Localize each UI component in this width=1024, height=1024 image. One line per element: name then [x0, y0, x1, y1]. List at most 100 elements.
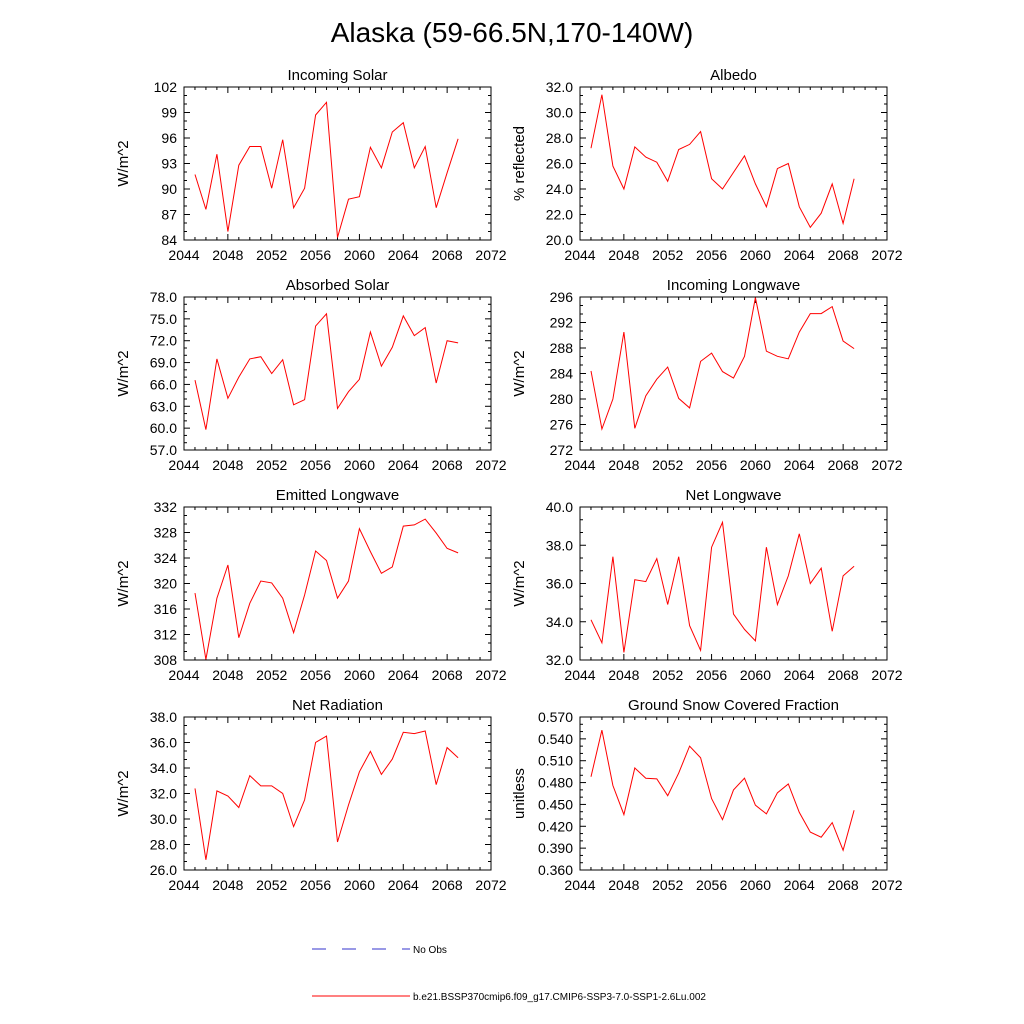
series-line [194, 730, 459, 860]
y-tick-label: 20.0 [546, 232, 573, 248]
y-tick-label: 96 [161, 130, 177, 146]
y-tick-label: 36.0 [150, 735, 177, 751]
y-tick-label: 0.480 [538, 775, 573, 791]
y-tick-label: 0.510 [538, 753, 573, 769]
x-tick-label: 2064 [784, 667, 815, 683]
y-tick-label: 102 [154, 79, 178, 95]
x-tick-label: 2064 [388, 877, 419, 893]
x-tick-label: 2056 [696, 247, 727, 263]
x-tick-label: 2072 [871, 877, 902, 893]
x-tick-label: 2068 [828, 877, 859, 893]
y-tick-label: 328 [154, 525, 178, 541]
y-tick-label: 32.0 [546, 79, 573, 95]
series-line [194, 312, 459, 430]
y-axis-label: unitless [511, 768, 528, 819]
series-line [194, 518, 459, 660]
x-tick-label: 2056 [300, 457, 331, 473]
y-tick-label: 296 [550, 289, 574, 305]
x-tick-label: 2068 [828, 457, 859, 473]
chart-panel-5: Net Longwave W/m^2 2044 2048 2052 2056 2060 206… [511, 487, 903, 683]
x-tick-label: 2064 [388, 667, 419, 683]
chart-panel-6: Net Radiation W/m^2 2044 2048 2052 2056 2060 20… [115, 697, 507, 893]
y-tick-label: 63.0 [150, 398, 177, 414]
x-tick-label: 2052 [256, 457, 287, 473]
series-line [590, 729, 855, 852]
series-line [194, 101, 459, 238]
y-tick-label: 28.0 [150, 837, 177, 853]
y-tick-label: 332 [154, 499, 178, 515]
y-tick-label: 32.0 [546, 652, 573, 668]
panel-title: Albedo [710, 67, 757, 84]
x-tick-label: 2044 [168, 247, 199, 263]
y-tick-label: 0.390 [538, 840, 573, 856]
x-tick-label: 2060 [740, 667, 771, 683]
y-tick-label: 312 [154, 627, 178, 643]
plot-frame [183, 716, 492, 871]
y-tick-label: 22.0 [546, 207, 573, 223]
x-tick-label: 2060 [740, 247, 771, 263]
y-axis-label: W/m^2 [511, 560, 528, 606]
y-tick-label: 93 [161, 156, 177, 172]
legend: No Obs b.e21.BSSP370cmip6.f09_g17.CMIP6-… [312, 945, 706, 1003]
y-tick-label: 78.0 [150, 289, 177, 305]
x-tick-label: 2072 [871, 667, 902, 683]
x-tick-label: 2064 [784, 457, 815, 473]
y-tick-label: 316 [154, 601, 178, 617]
panel-title: Net Longwave [686, 487, 782, 504]
x-tick-label: 2068 [432, 667, 463, 683]
x-tick-label: 2048 [608, 877, 639, 893]
x-tick-label: 2044 [168, 667, 199, 683]
y-tick-label: 38.0 [150, 709, 177, 725]
x-tick-label: 2068 [828, 247, 859, 263]
y-tick-label: 26.0 [546, 156, 573, 172]
y-tick-label: 87 [161, 207, 177, 223]
x-tick-label: 2048 [608, 457, 639, 473]
x-tick-label: 2044 [564, 247, 595, 263]
y-axis-label: W/m^2 [115, 770, 132, 816]
chart-panel-4: Emitted Longwave W/m^2 2044 2048 2052 2056 206… [115, 487, 507, 683]
y-tick-label: 57.0 [150, 442, 177, 458]
y-tick-label: 34.0 [546, 614, 573, 630]
y-axis-label: W/m^2 [115, 350, 132, 396]
x-tick-label: 2072 [871, 457, 902, 473]
x-tick-label: 2060 [740, 457, 771, 473]
x-tick-label: 2044 [168, 877, 199, 893]
x-tick-label: 2072 [475, 247, 506, 263]
y-tick-label: 320 [154, 576, 178, 592]
x-tick-label: 2056 [696, 457, 727, 473]
y-tick-label: 292 [550, 315, 574, 331]
x-tick-label: 2052 [256, 667, 287, 683]
x-tick-label: 2048 [608, 667, 639, 683]
x-tick-label: 2044 [564, 457, 595, 473]
plot-frame [579, 296, 888, 451]
y-tick-label: 0.420 [538, 818, 573, 834]
plot-frame [183, 506, 492, 661]
x-tick-label: 2056 [300, 667, 331, 683]
y-tick-label: 30.0 [150, 811, 177, 827]
y-tick-label: 30.0 [546, 105, 573, 121]
y-tick-label: 69.0 [150, 355, 177, 371]
chart-panel-2: Absorbed Solar W/m^2 2044 2048 2052 2056 2060 2… [115, 277, 507, 473]
y-axis-label: W/m^2 [511, 350, 528, 396]
plot-frame [579, 716, 888, 871]
chart-panels: Incoming Solar W/m^2 2044 2048 2052 2056 2060 2… [115, 67, 903, 893]
y-tick-label: 28.0 [546, 130, 573, 146]
y-tick-label: 272 [550, 442, 574, 458]
x-tick-label: 2044 [564, 877, 595, 893]
y-tick-label: 99 [161, 105, 177, 121]
x-tick-label: 2052 [652, 667, 683, 683]
x-tick-label: 2060 [344, 877, 375, 893]
x-tick-label: 2048 [212, 457, 243, 473]
y-tick-label: 0.570 [538, 709, 573, 725]
x-tick-label: 2056 [696, 667, 727, 683]
x-tick-label: 2052 [652, 457, 683, 473]
panel-title: Absorbed Solar [286, 277, 389, 294]
y-tick-label: 60.0 [150, 420, 177, 436]
panel-title: Ground Snow Covered Fraction [628, 697, 839, 714]
y-axis-label: W/m^2 [115, 140, 132, 186]
x-tick-label: 2068 [432, 457, 463, 473]
y-axis-label: % reflected [511, 126, 528, 201]
legend-model-label: b.e21.BSSP370cmip6.f09_g17.CMIP6-SSP3-7.… [413, 992, 706, 1003]
y-tick-label: 276 [550, 417, 574, 433]
x-tick-label: 2052 [256, 877, 287, 893]
